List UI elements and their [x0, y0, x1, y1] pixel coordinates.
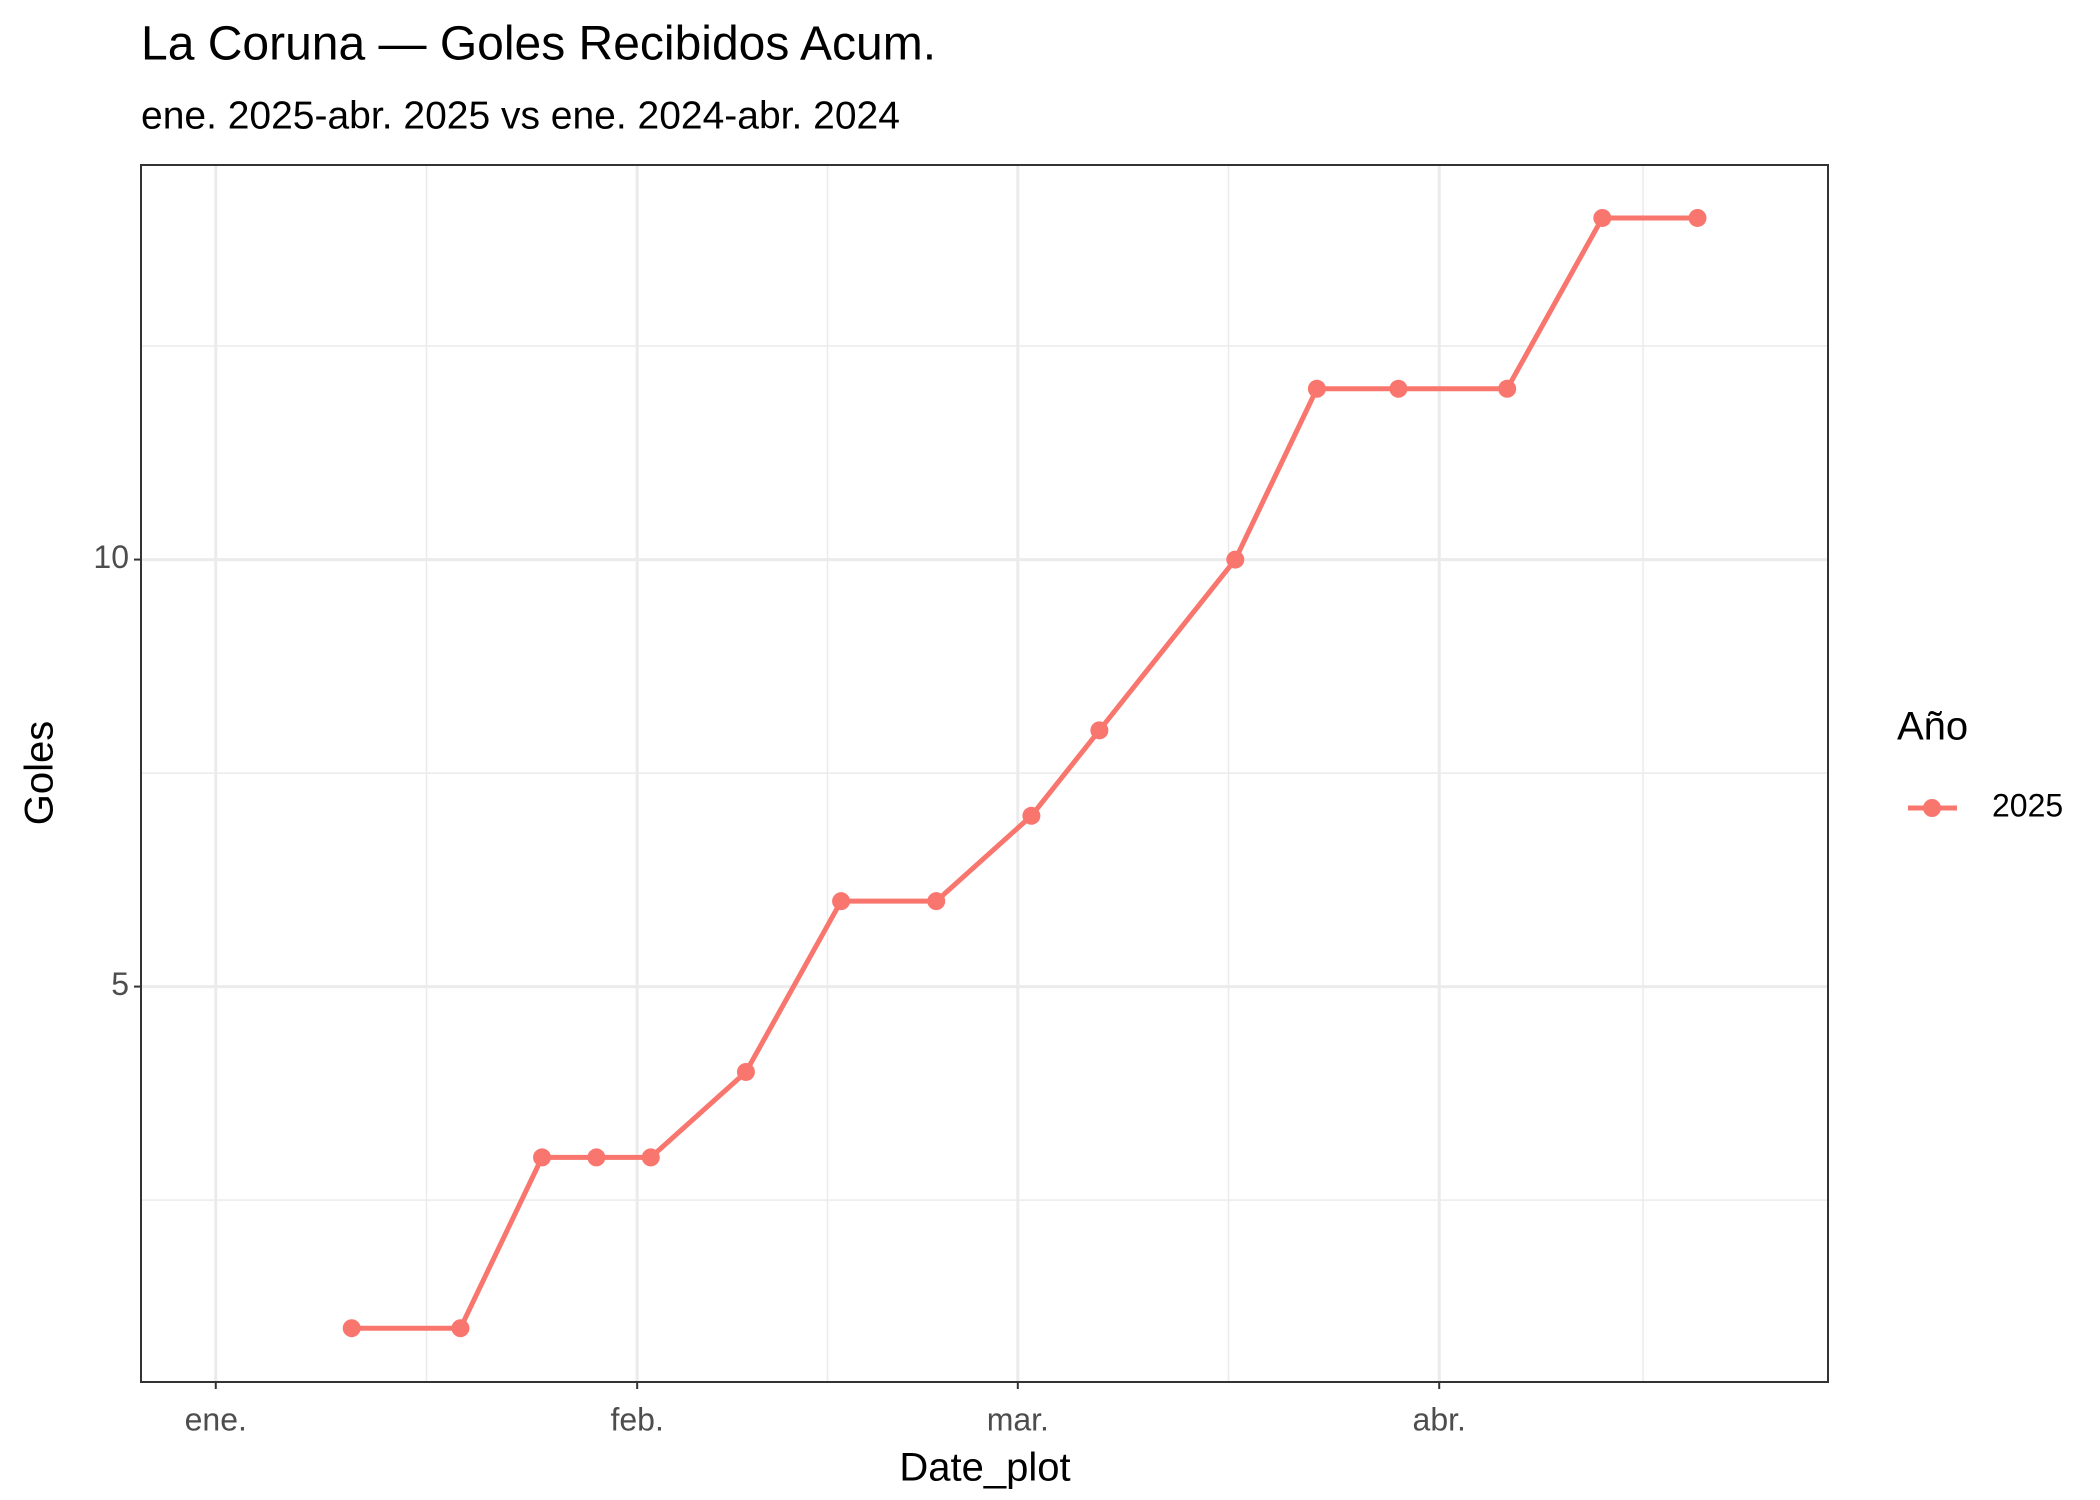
x-tick-label: abr.	[1413, 1401, 1466, 1437]
point	[927, 892, 946, 911]
legend-title: Año	[1897, 705, 1968, 749]
point	[1593, 208, 1612, 227]
point	[1090, 721, 1109, 740]
legend-key-point	[1923, 799, 1941, 817]
point	[1688, 208, 1707, 227]
point	[451, 1319, 470, 1338]
chart-title: La Coruna — Goles Recibidos Acum.	[141, 18, 936, 71]
point	[342, 1319, 361, 1338]
y-tick-label: 5	[111, 966, 129, 1002]
chart-subtitle: ene. 2025-abr. 2025 vs ene. 2024-abr. 20…	[141, 94, 900, 137]
x-axis-label: Date_plot	[899, 1446, 1070, 1490]
point	[587, 1148, 606, 1167]
line	[351, 215, 1698, 1331]
point	[1226, 550, 1245, 569]
legend-label: 2025	[1992, 787, 2063, 823]
y-axis-label: Goles	[18, 721, 62, 826]
x-tick-label: mar.	[987, 1401, 1049, 1437]
point	[641, 1148, 660, 1167]
point	[533, 1148, 552, 1167]
point	[1389, 379, 1408, 398]
point	[1307, 379, 1326, 398]
point	[1498, 379, 1517, 398]
point	[1022, 806, 1041, 825]
x-tick-label: feb.	[610, 1401, 663, 1437]
point	[832, 892, 851, 911]
panel-border	[140, 164, 1829, 1383]
point	[736, 1062, 755, 1081]
y-tick-label: 10	[93, 539, 129, 575]
x-tick-label: ene.	[185, 1401, 247, 1437]
